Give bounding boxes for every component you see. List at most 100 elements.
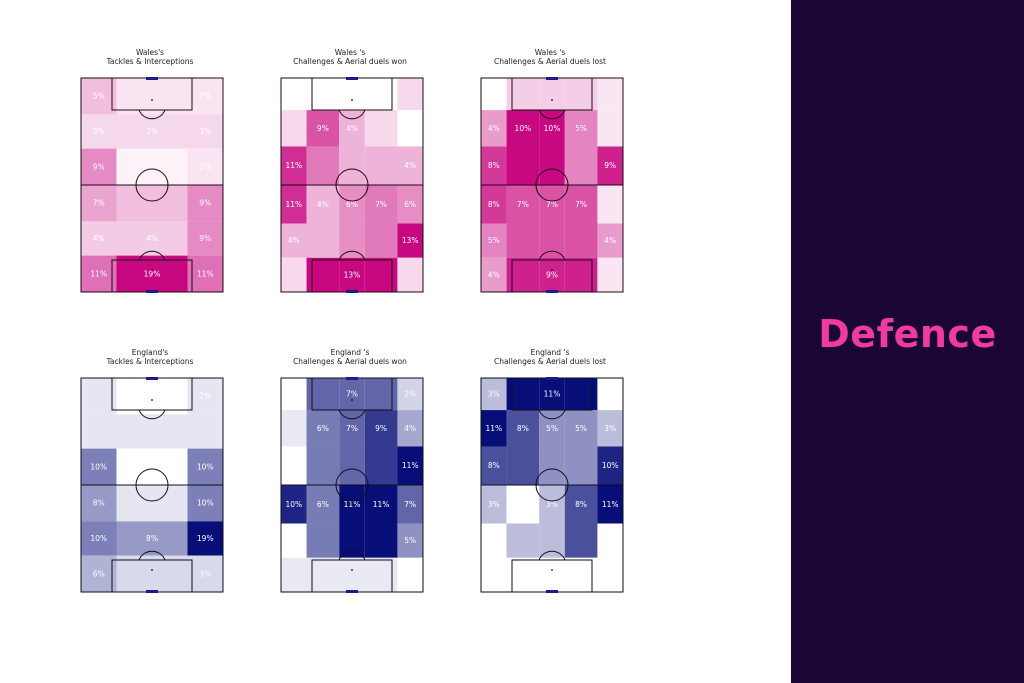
cell-value-label: 9% [604,161,616,170]
top-penalty-arc [138,409,166,420]
heatmap-cell [597,257,623,292]
cell-value-label: 4% [317,200,329,209]
heatmap-cell [481,257,507,292]
centre-circle [135,468,169,502]
cell-value-label: 3% [546,500,558,509]
heatmap-cell [306,110,340,147]
cell-value-label: 10% [90,534,107,543]
heatmap-cell [116,78,188,115]
top-penalty-arc [538,409,566,420]
cell-value-label: 5% [488,236,500,245]
cell-value-label: 11% [285,200,302,209]
cell-value-label: 8% [93,499,105,508]
heatmap-cell [187,555,223,592]
cell-value-label: 3% [199,127,211,136]
cell-value-label: 11% [285,161,302,170]
chart-title-line2: Tackles & Interceptions [106,357,194,366]
cell-value-label: 5% [575,124,587,133]
heatmap-cell [339,223,365,258]
cell-value-label: 5% [404,536,416,545]
chart-title-line2: Tackles & Interceptions [106,57,194,66]
chart-title-line1: England 's [530,348,570,357]
heatmap-cell [281,185,307,224]
cell-value-label: 9% [546,270,558,279]
cell-value-label: 0% [604,390,616,399]
heatmap-cell [281,446,307,485]
heatmap-cell [281,146,307,185]
heatmap-cell [397,78,423,111]
heatmap-cell [364,446,398,485]
pitch-heatmap: 0% 7% 2% 6% 7% 9% 4% 0% 11% 10% 6% 11% 11% 7% 0% 5% 0% [280,377,424,593]
heatmap-cell [306,223,340,258]
cell-value-label: 10% [197,462,214,471]
heatmap-cell [339,446,365,485]
heatmap-cell [397,446,423,485]
cell-value-label: 7% [346,390,358,399]
heatmap-cell [81,185,117,222]
cell-value-label: 4% [146,234,158,243]
top-penalty-spot [551,399,553,401]
top-penalty-spot [151,399,153,401]
heatmap-cell [506,523,540,558]
bottom-penalty-spot [351,569,353,571]
heatmap-cell [281,110,307,147]
cell-value-label: 0% [488,536,500,545]
pitch-heatmap: 0% 4% 10% 10% 5% 8% 9% 8% 7% 7% 7% 5% 4% 4% 9% [480,77,624,293]
cell-value-label: 10% [544,124,561,133]
heatmap-cell [397,557,423,592]
heatmap-cell [364,223,398,258]
heatmap-cell [539,257,565,292]
cell-value-label: 11% [197,269,214,278]
cell-value-label: 5% [93,92,105,101]
cell-value-label: 0% [288,461,300,470]
top-goal [346,377,358,380]
cell-value-label: 7% [575,200,587,209]
cell-value-label: 6% [404,200,416,209]
heatmap-cell [564,185,598,224]
bottom-penalty-arc [538,550,566,561]
cell-value-label: 11% [544,390,561,399]
heatmap-cell [187,148,223,185]
cell-value-label: 4% [488,270,500,279]
cell-value-label: 6% [317,500,329,509]
cell-value-label: 19% [144,269,161,278]
heatmap-cell [187,485,223,522]
heatmap-cell [397,223,423,258]
cell-value-label: 10% [197,499,214,508]
top-goal [346,77,358,80]
cell-value-label: 8% [575,500,587,509]
heatmap-cell [116,378,188,415]
heatmap-cell [506,378,540,411]
heatmap-cell [339,378,365,411]
cell-value-label: 8% [146,534,158,543]
chart-area: Wales's Tackles & Interceptions 5% 2% 3% 3% 3%… [80,48,624,593]
heatmap-cell [506,410,540,447]
cell-value-label: 9% [199,199,211,208]
heatmap-cell [306,146,340,185]
heatmap-cell [597,485,623,524]
heatmap-cell [364,523,398,558]
heatmap-cell [306,185,340,224]
cell-value-label: 9% [317,124,329,133]
bottom-goal [546,590,558,593]
cell-value-label: 8% [488,200,500,209]
heatmap-cell [81,485,117,522]
cell-value-label: 7% [546,200,558,209]
heatmap-cell [81,114,117,149]
bottom-penalty-spot [551,569,553,571]
heatmap-cell [281,410,307,447]
chart-title-line1: Wales's [135,48,165,57]
heatmap-cell [306,523,340,558]
cell-value-label: 9% [199,234,211,243]
heatmap-cell [81,414,117,449]
heatmap-cell [306,557,340,592]
chart-title-line2: Challenges & Aerial duels won [293,357,407,366]
heatmap-cell [306,257,340,292]
cell-value-label: 7% [375,200,387,209]
heatmap-cell [397,378,423,411]
cell-value-label: 10% [285,500,302,509]
cell-value-label: 4% [404,424,416,433]
heatmap-cell [506,185,540,224]
heatmap-cell [339,523,365,558]
heatmap-cell [481,378,507,411]
